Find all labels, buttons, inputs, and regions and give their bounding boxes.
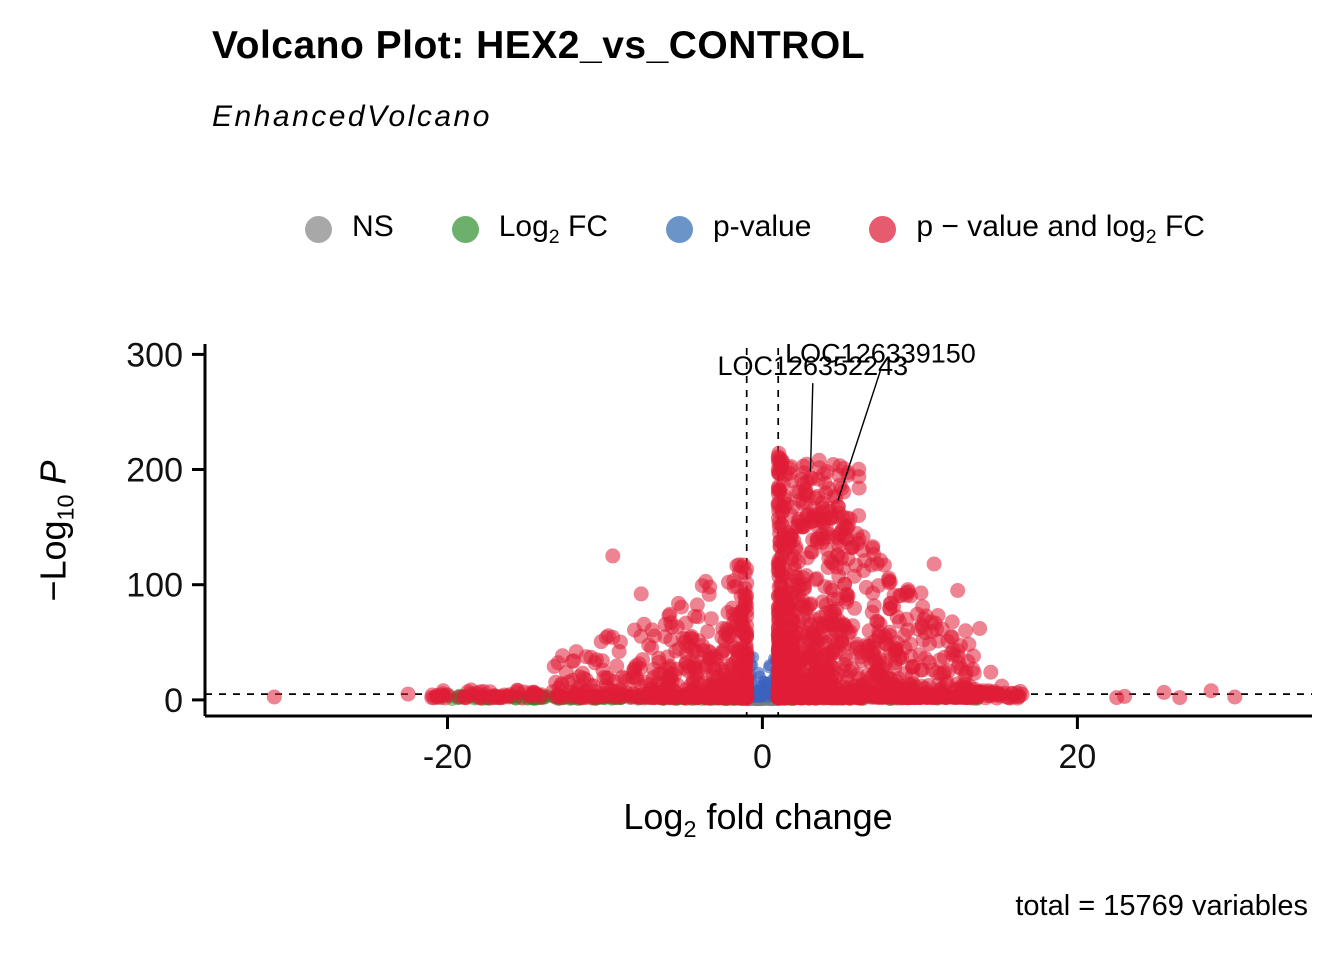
- chart-title: Volcano Plot: HEX2_vs_CONTROL: [212, 24, 866, 67]
- svg-text:-20: -20: [423, 738, 472, 776]
- legend-label-pvalue-and-log2fc-post: FC: [1156, 210, 1205, 243]
- y-axis-title-text: −Log: [32, 520, 74, 602]
- y-axis-title-italic: P: [32, 460, 74, 485]
- y-axis-title: −Log10 P: [32, 460, 79, 601]
- legend-item-pvalue-and-log2fc: p − value and log2 FC: [869, 210, 1205, 249]
- legend: NS Log2 FC p-value p − value and log2 FC: [185, 210, 1325, 249]
- legend-label-pvalue: p-value: [713, 210, 811, 249]
- svg-text:20: 20: [1058, 738, 1096, 776]
- svg-text:0: 0: [753, 738, 772, 776]
- legend-label-pvalue-text: p-value: [712, 210, 812, 243]
- legend-label-ns: NS: [352, 210, 394, 249]
- svg-text:LOC126352243: LOC126352243: [717, 351, 908, 381]
- legend-marker-pvalue-icon: [665, 216, 693, 243]
- legend-marker-log2fc-icon: [451, 216, 479, 243]
- legend-label-log2fc-sub: 2: [548, 226, 560, 248]
- legend-item-ns: NS: [305, 210, 394, 249]
- svg-text:LOC126339150: LOC126339150: [785, 338, 976, 368]
- legend-item-log2fc: Log2 FC: [451, 210, 608, 249]
- svg-text:300: 300: [126, 336, 183, 374]
- x-axis-title-sub: 2: [683, 816, 697, 843]
- legend-marker-ns-icon: [305, 216, 333, 243]
- chart-subtitle: EnhancedVolcano: [212, 100, 492, 133]
- x-axis-title-post: fold change: [696, 796, 893, 837]
- legend-label-pvalue-and-log2fc: p − value and log2 FC: [916, 210, 1205, 249]
- y-axis-title-sub: 10: [52, 494, 79, 521]
- legend-label-log2fc-text: Log: [498, 210, 549, 243]
- caption: total = 15769 variables: [1015, 890, 1308, 922]
- svg-text:100: 100: [126, 567, 183, 605]
- svg-text:0: 0: [164, 682, 183, 720]
- x-axis-title: Log2 fold change: [623, 796, 892, 843]
- legend-item-pvalue: p-value: [665, 210, 811, 249]
- legend-label-log2fc-post: FC: [559, 210, 608, 243]
- legend-label-pvalue-and-log2fc-sub: 2: [1145, 226, 1157, 248]
- legend-label-ns-text: NS: [352, 210, 394, 243]
- legend-marker-pvalue-and-log2fc-icon: [869, 216, 897, 243]
- legend-label-pvalue-and-log2fc-text: p − value and log: [916, 210, 1146, 243]
- legend-label-log2fc: Log2 FC: [499, 210, 608, 249]
- x-axis-title-text: Log: [623, 796, 684, 837]
- svg-text:200: 200: [126, 452, 183, 490]
